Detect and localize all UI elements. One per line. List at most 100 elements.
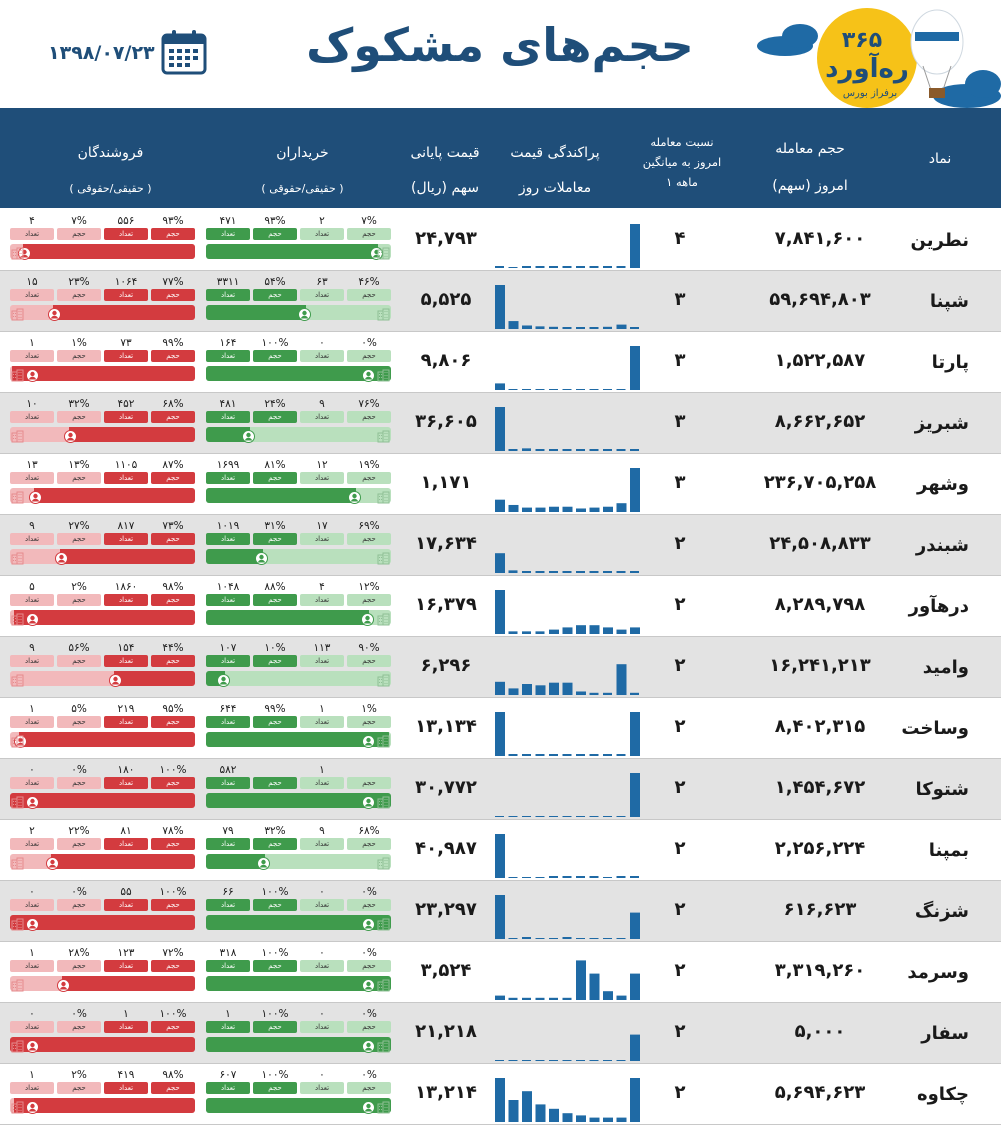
symbol: وامید [922,657,969,678]
building-icon [377,1099,390,1114]
distribution-bar [576,625,586,634]
distribution-bar [630,1034,640,1061]
person-icon [26,367,39,382]
ratio-value: ۴ [674,228,686,249]
real-cnt-value: ۵۸۲ [219,764,237,776]
person-icon [47,306,61,321]
col-distribution-line1: پراکندگی قیمت [510,145,600,161]
tags-row: تعداد حجم تعداد حجم [206,594,391,606]
values-row: ۰ ۰% ۱۸۰ ۱۰۰% [10,763,195,777]
real-vol-value: ۹۸% [162,1069,184,1081]
volume-tag: حجم [151,716,195,728]
legal-vol-value: ۹۰% [358,642,380,654]
count-tag: تعداد [206,1021,250,1033]
volume-tag: حجم [253,533,297,545]
distribution-bar [495,712,505,756]
volume-value: ۲,۲۵۶,۲۲۴ [774,838,866,859]
col-sellers-line2: ( حقیقی/حقوقی ) [69,181,152,195]
col-distribution: پراکندگی قیمت معاملات روز [495,140,615,201]
price-value: ۹,۸۰۶ [420,350,472,371]
values-row: ۱۶۹۹ ۸۱% ۱۲ ۱۹% [206,458,391,472]
legal-cnt-value: ۱ [319,764,325,776]
count-tag: تعداد [206,472,250,484]
real-vol-value: ۱۰۰% [159,1008,187,1020]
count-tag: تعداد [10,899,54,911]
ratio-value: ۲ [674,1021,686,1042]
real-cnt-value: ۱۲۳ [117,947,135,959]
sellers-panel: ۱۰ ۳۲% ۴۵۲ ۶۸% تعداد حجم تعداد حجم [10,397,195,447]
real-share-fill [13,610,195,625]
share-bar [206,915,391,930]
building-icon [11,1099,24,1114]
real-vol-value: ۹۹% [264,703,286,715]
real-share-fill [206,793,391,808]
ratio-value: ۲ [674,899,686,920]
distribution-bar [522,997,531,1000]
legal-cnt-value: ۲ [29,825,35,837]
tags-row: تعداد حجم تعداد حجم [206,411,391,423]
volume-tag: حجم [253,960,297,972]
person-icon [45,855,59,870]
real-share-fill [19,732,195,747]
legal-vol-value: ۰% [71,764,87,776]
price-value: ۶,۲۹۶ [420,655,472,676]
volume-tag: حجم [57,777,101,789]
real-share-fill [206,976,391,991]
share-bar [10,244,195,259]
symbol: شزنگ [914,901,969,922]
real-share-fill [206,610,369,625]
price-distribution-chart [495,224,640,268]
legal-vol-value: ۱% [361,703,377,715]
real-vol-value: ۱۰% [264,642,286,654]
calendar-icon [161,30,207,75]
legal-cnt-value: ۶۳ [316,276,328,288]
volume-tag: حجم [253,716,297,728]
distribution-bar [576,938,585,939]
share-bar [10,549,195,564]
distribution-bar [630,1078,640,1122]
distribution-bar [603,266,612,268]
symbol: چکاوه [916,1084,969,1105]
real-share-fill [50,854,195,869]
real-vol-value: ۸۱% [264,459,286,471]
distribution-bar [535,631,545,634]
price-value: ۱۶,۳۷۹ [415,594,477,615]
distribution-bar [576,389,585,390]
real-vol-value: ۹۹% [162,337,184,349]
values-row: ۱ ۲% ۴۱۹ ۹۸% [10,1068,195,1082]
col-price-line2: سهم (ریال) [411,179,479,196]
volume-value: ۸,۶۶۲,۶۵۲ [774,411,866,432]
real-vol-value: ۷۸% [162,825,184,837]
distribution-bar [603,938,612,939]
table-row: شزنگ ۶۱۶,۶۲۳ ۲ ۲۳,۲۹۷ ۶۶ ۱۰۰% ۰ ۰% تعداد حجم تعداد… [0,881,1001,942]
distribution-bar [562,997,572,1000]
distribution-bar [589,1060,599,1061]
real-cnt-value: ۴۱۹ [117,1069,135,1081]
count-tag: تعداد [104,716,148,728]
volume-tag: حجم [151,655,195,667]
distribution-bar [562,682,573,695]
person-icon [362,977,375,992]
distribution-bar [508,938,518,939]
symbol: درهآور [908,596,969,617]
count-tag: تعداد [206,411,250,423]
sellers-panel: ۱ ۲۸% ۱۲۳ ۷۲% تعداد حجم تعداد حجم [10,946,195,996]
legal-vol-value: ۲۷% [68,520,90,532]
building-icon [11,794,24,809]
real-share-fill [10,1037,195,1052]
building-icon [377,428,390,443]
legal-cnt-value: ۰ [319,1008,325,1020]
distribution-bar [562,1113,573,1122]
distribution-bar [495,1078,505,1122]
ratio-value: ۳ [674,350,686,371]
values-row: ۱ ۲۸% ۱۲۳ ۷۲% [10,946,195,960]
share-bar [206,671,391,686]
col-price-line1: قیمت پایانی [410,145,480,161]
values-row: ۱۰۱۹ ۳۱% ۱۷ ۶۹% [206,519,391,533]
legal-cnt-value: ۹ [29,520,35,532]
legal-cnt-value: ۱۷ [316,520,328,532]
building-icon [377,306,390,321]
distribution-bar [508,570,518,573]
distribution-bar [589,1117,600,1122]
brand-logo: ۳۶۵ ره‌آورد برفراز بورس [755,4,1001,108]
